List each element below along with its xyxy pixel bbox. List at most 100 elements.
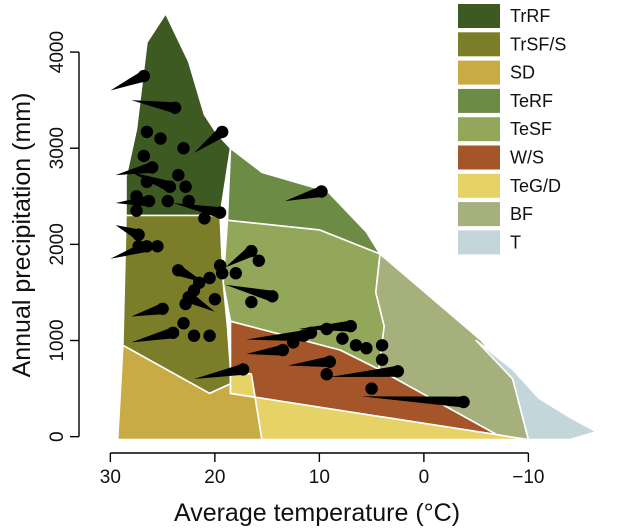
shift-arrow-59 — [361, 396, 464, 408]
legend-label-trsf-s: TrSF/S — [510, 34, 566, 54]
data-point-53 — [375, 339, 389, 352]
x-tick-label-20: 20 — [204, 467, 225, 488]
y-tick-label-1000: 1000 — [47, 319, 68, 361]
data-point-4 — [154, 132, 167, 145]
data-point-37 — [156, 302, 169, 315]
y-tick-label-2000: 2000 — [47, 223, 68, 265]
data-point-30 — [203, 271, 216, 285]
data-point-41 — [203, 329, 216, 342]
data-point-55 — [323, 355, 336, 368]
data-point-52 — [360, 342, 373, 355]
data-point-43 — [236, 363, 250, 376]
y-tick-label-3000: 3000 — [47, 127, 68, 169]
data-point-60 — [315, 185, 328, 198]
data-point-1 — [137, 69, 150, 83]
data-point-47 — [276, 343, 289, 357]
data-points — [130, 69, 470, 409]
legend-swatch-w-s — [458, 145, 500, 170]
data-point-49 — [344, 319, 357, 333]
data-point-59 — [457, 395, 470, 409]
axes: 0 1000 2000 3000 4000 30 20 10 0 −10 — [47, 31, 545, 488]
legend-swatch-teg-d — [458, 173, 500, 198]
shift-arrow-35 — [225, 284, 274, 302]
shift-arrow-1 — [110, 71, 146, 91]
x-tick-label-30: 30 — [100, 467, 121, 488]
data-point-17 — [213, 206, 227, 219]
y-tick-label-4000: 4000 — [47, 31, 68, 73]
legend-swatch-t — [458, 230, 500, 255]
legend-swatch-trrf — [458, 4, 500, 28]
data-point-7 — [137, 149, 150, 163]
data-point-50 — [336, 332, 349, 345]
data-point-16 — [182, 194, 195, 208]
legend-label-terf: TeRF — [510, 91, 553, 111]
data-point-9 — [172, 168, 185, 182]
data-point-10 — [140, 175, 154, 189]
data-point-20 — [132, 228, 145, 241]
shift-arrow-2 — [131, 100, 177, 114]
data-point-22 — [132, 240, 145, 253]
data-point-14 — [142, 194, 156, 208]
x-tick-label-0: 0 — [419, 467, 430, 488]
data-point-19 — [198, 212, 211, 225]
shift-arrow-8 — [115, 162, 154, 176]
data-point-27 — [216, 267, 229, 280]
legend-label-sd: SD — [510, 63, 535, 83]
data-point-15 — [161, 194, 174, 208]
shift-arrow-60 — [284, 186, 323, 202]
data-point-35 — [266, 290, 279, 303]
legend-swatch-tesf — [458, 117, 500, 142]
x-tick-label--10: −10 — [512, 467, 544, 488]
data-point-18 — [130, 204, 143, 217]
data-point-8 — [146, 161, 159, 174]
x-tick-label-10: 10 — [309, 467, 330, 488]
data-point-24 — [245, 244, 258, 258]
data-point-2 — [168, 101, 182, 115]
data-point-11 — [163, 180, 177, 193]
data-point-25 — [252, 254, 265, 267]
data-point-51 — [349, 339, 363, 352]
data-point-12 — [179, 180, 192, 193]
data-point-3 — [140, 125, 154, 139]
legend-swatch-bf — [458, 202, 500, 227]
y-tick-label-0: 0 — [47, 431, 68, 442]
data-point-28 — [172, 264, 185, 277]
data-point-56 — [320, 368, 333, 381]
data-point-29 — [229, 267, 242, 280]
shift-arrow-55 — [288, 356, 331, 368]
legend-label-t: T — [510, 232, 521, 252]
data-point-36 — [208, 293, 222, 306]
shift-arrow-17 — [173, 203, 222, 218]
data-point-13 — [130, 190, 143, 203]
data-point-45 — [297, 329, 310, 342]
legend-label-teg-d: TeG/D — [510, 176, 561, 196]
data-point-54 — [375, 353, 389, 366]
legend-label-bf: BF — [510, 204, 533, 224]
data-point-46 — [287, 336, 300, 349]
data-point-40 — [166, 326, 180, 339]
legend-swatch-trsf-s — [458, 32, 500, 57]
data-point-23 — [151, 240, 164, 253]
shift-arrow-40 — [131, 327, 175, 343]
shift-arrow-47 — [246, 344, 284, 356]
x-axis-label: Average temperature (°C) — [174, 499, 460, 527]
data-point-58 — [365, 382, 378, 395]
legend: TrRF TrSF/S SD TeRF TeSF W/S TeG/D BF T — [458, 4, 566, 255]
data-point-48 — [320, 322, 333, 336]
data-point-34 — [245, 295, 258, 309]
legend-label-w-s: W/S — [510, 148, 544, 168]
shift-arrow-57 — [329, 365, 399, 377]
data-point-42 — [187, 329, 201, 342]
legend-swatch-terf — [458, 88, 500, 113]
shift-arrow-43 — [194, 364, 245, 379]
y-axis-label: Annual precipitation (mm) — [8, 93, 36, 378]
legend-label-trrf: TrRF — [510, 6, 550, 26]
data-point-6 — [177, 142, 190, 155]
shift-arrow-37 — [131, 303, 164, 317]
legend-swatch-sd — [458, 60, 500, 85]
data-point-5 — [216, 125, 229, 139]
biome-t — [475, 339, 598, 441]
data-point-39 — [177, 317, 190, 330]
